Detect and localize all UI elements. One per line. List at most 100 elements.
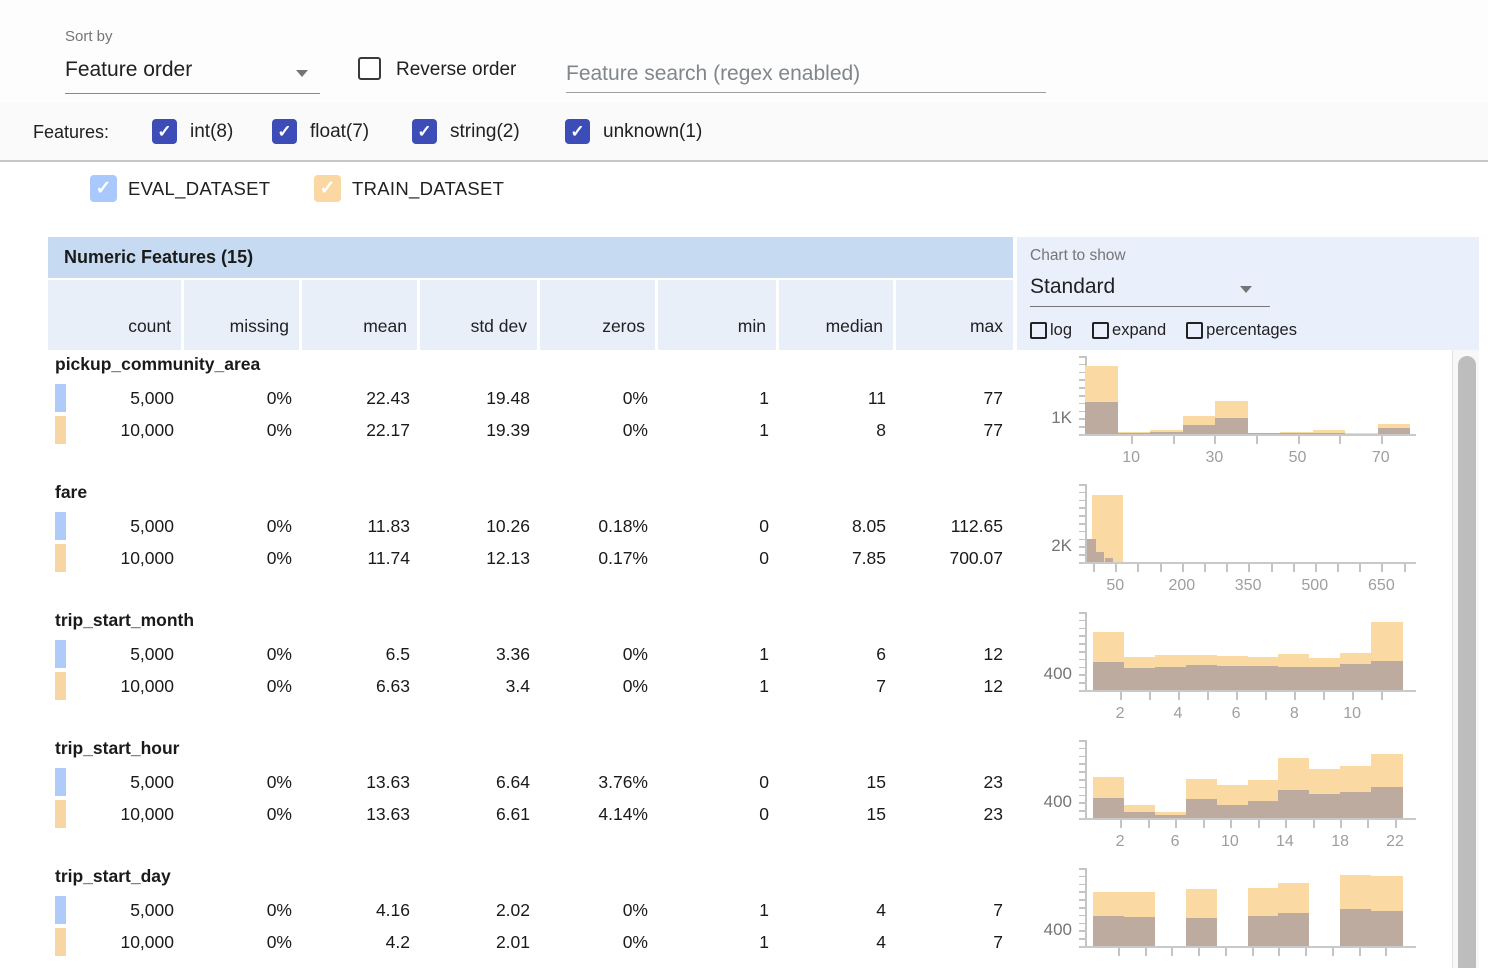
- toggle-expand[interactable]: expand: [1092, 321, 1166, 340]
- stat-cell: 11.83: [367, 515, 411, 536]
- histogram-bar-overlap: [1154, 667, 1186, 690]
- toggle-percentages[interactable]: percentages: [1186, 321, 1297, 340]
- sort-by-select[interactable]: Feature order: [65, 56, 320, 94]
- feature-search-input[interactable]: [566, 56, 1046, 93]
- y-axis-tick: [1079, 395, 1086, 397]
- stats-cells: 5,000 0% 11.83 10.26 0.18% 0 8.05 112.65: [48, 510, 1013, 542]
- reverse-order-checkbox[interactable]: [358, 57, 381, 80]
- stat-cell: 10,000: [120, 675, 174, 696]
- y-axis-tick: [1079, 484, 1086, 486]
- stat-cell: 0: [759, 547, 769, 568]
- x-axis-tick-label: 70: [1371, 449, 1390, 466]
- chart-type-value: Standard: [1030, 275, 1116, 298]
- y-axis-tick: [1079, 755, 1086, 758]
- stat-cell: 10,000: [120, 931, 174, 952]
- stat-cell: 3.4: [505, 675, 530, 696]
- stats-row-eval_dataset: 5,000 0% 22.43 19.48 0% 1 11 77: [48, 382, 1013, 414]
- histogram-bar-overlap: [1309, 794, 1341, 818]
- column-header-max: max: [896, 280, 1013, 350]
- stats-row-train_dataset: 10,000 0% 13.63 6.61 4.14% 0 15 23: [48, 798, 1013, 830]
- toggle-log[interactable]: log: [1030, 321, 1072, 340]
- y-axis-tick: [1079, 635, 1086, 637]
- stat-cell: 23: [983, 771, 1003, 792]
- y-axis-tick: [1079, 875, 1086, 878]
- stat-cell: 5,000: [130, 643, 174, 664]
- column-header-mean: mean: [302, 280, 420, 350]
- histogram-bar-overlap: [1096, 552, 1105, 562]
- histogram-bar-overlap: [1340, 664, 1371, 690]
- stat-cell: 1: [759, 899, 769, 920]
- histogram-bar-overlap: [1278, 667, 1310, 690]
- x-axis-tick: [1225, 948, 1228, 956]
- stat-cell: 19.48: [486, 387, 530, 408]
- histogram-bar-overlap: [1185, 799, 1217, 818]
- stats-cells: 10,000 0% 13.63 6.61 4.14% 0 15 23: [48, 798, 1013, 830]
- stat-cell: 0%: [266, 803, 292, 824]
- checked-checkbox-icon: ✓: [272, 119, 297, 144]
- histogram-bar-overlap: [1085, 402, 1118, 434]
- stat-cell: 0%: [622, 675, 648, 696]
- x-axis-tick: [1380, 436, 1383, 444]
- x-axis-tick-label: 10: [1221, 833, 1239, 850]
- histogram-bar-overlap: [1340, 792, 1371, 818]
- stat-cell: 2.02: [495, 899, 530, 920]
- y-axis-line: [1085, 612, 1087, 690]
- stats-row-eval_dataset: 5,000 0% 11.83 10.26 0.18% 0 8.05 112.65: [48, 510, 1013, 542]
- stat-cell: 1: [759, 931, 769, 952]
- stat-cell: 2.01: [495, 931, 530, 952]
- x-axis-tick: [1340, 820, 1343, 828]
- stats-cells: 5,000 0% 13.63 6.64 3.76% 0 15 23: [48, 766, 1013, 798]
- x-axis-tick-label: 2: [1115, 833, 1125, 850]
- dataset-color-swatch: [55, 640, 66, 668]
- x-axis-tick-label: 50: [1288, 449, 1307, 466]
- x-axis-tick: [1147, 820, 1150, 828]
- stat-cell: 0%: [622, 931, 648, 952]
- stat-cell: 5,000: [130, 515, 174, 536]
- y-axis-label: 2K: [1051, 536, 1072, 555]
- stats-cells: 10,000 0% 6.63 3.4 0% 1 7 12: [48, 670, 1013, 702]
- stat-cell: 11: [867, 387, 886, 408]
- scrollbar-track[interactable]: [1452, 350, 1479, 968]
- chart-controls-panel: Chart to show Standard log expand percenta…: [1017, 237, 1479, 350]
- scrollbar-thumb[interactable]: [1458, 356, 1476, 968]
- column-header-std-dev: std dev: [420, 280, 540, 350]
- x-axis-tick: [1292, 564, 1295, 572]
- y-axis-tick: [1079, 499, 1086, 502]
- y-axis-tick: [1079, 530, 1086, 533]
- y-axis-tick: [1079, 674, 1086, 676]
- x-axis-tick: [1314, 564, 1317, 572]
- chart-type-select[interactable]: Standard: [1030, 273, 1270, 307]
- histogram-bar-overlap: [1280, 433, 1313, 434]
- dataset-color-swatch: [55, 928, 66, 956]
- stat-cell: 1: [759, 643, 769, 664]
- feature-name: trip_start_month: [55, 610, 195, 630]
- x-axis-tick: [1297, 436, 1300, 444]
- y-axis-tick: [1079, 938, 1086, 940]
- dataset-color-swatch: [55, 768, 66, 796]
- histogram-bar-overlap: [1093, 798, 1124, 818]
- unchecked-checkbox-icon: [1092, 322, 1110, 339]
- x-axis-tick-label: 8: [1289, 705, 1299, 722]
- checked-checkbox-icon: ✓: [412, 119, 437, 144]
- checked-checkbox-icon: ✓: [90, 175, 117, 202]
- histogram-bar-train: [1345, 433, 1378, 434]
- y-axis-label: 400: [1043, 792, 1072, 811]
- histogram-bar-overlap: [1104, 558, 1113, 562]
- y-axis-tick: [1079, 410, 1086, 413]
- x-axis-tick: [1255, 436, 1258, 444]
- feature-block-trip_start_hour: trip_start_hour 5,000 0% 13.63 6.64 3.76% 0 15 2…: [48, 736, 1013, 832]
- histogram-bar-overlap: [1340, 909, 1371, 946]
- stat-cell: 6.61: [495, 803, 530, 824]
- stat-cell: 0%: [266, 675, 292, 696]
- histogram-bar-overlap: [1278, 913, 1310, 946]
- y-axis-tick: [1079, 612, 1086, 614]
- stat-cell: 6.63: [375, 675, 410, 696]
- stat-cell: 0%: [266, 771, 292, 792]
- stat-cell: 15: [866, 771, 886, 792]
- x-axis-tick: [1172, 436, 1175, 444]
- x-axis-tick: [1198, 948, 1201, 956]
- numeric-features-header: Numeric Features (15): [48, 237, 1013, 278]
- x-axis-tick: [1265, 692, 1268, 700]
- x-axis-tick: [1120, 692, 1123, 700]
- y-axis-tick: [1079, 763, 1086, 765]
